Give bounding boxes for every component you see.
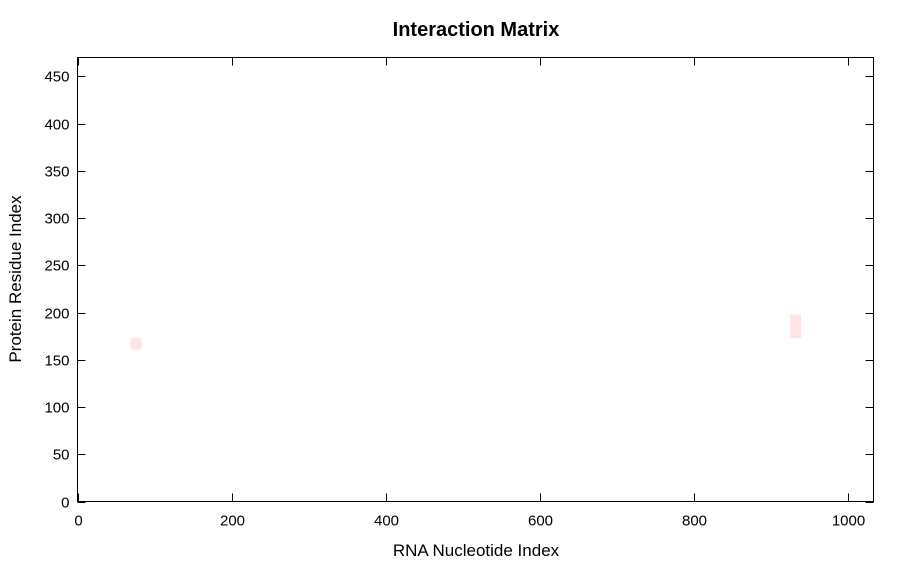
x-tick-label: 400	[374, 513, 399, 530]
y-tick-label: 50	[53, 447, 70, 464]
plot-frame	[77, 57, 874, 502]
heatmap-cell	[130, 338, 142, 350]
y-tick-label: 200	[44, 306, 69, 323]
y-tick-label: 100	[44, 400, 69, 417]
chart-title: Interaction Matrix	[393, 19, 560, 41]
y-tick-label: 250	[44, 258, 69, 275]
x-tick-label: 1000	[832, 513, 865, 530]
y-tick-label: 350	[44, 164, 69, 181]
y-tick-label: 0	[61, 495, 69, 512]
y-tick-label: 450	[44, 69, 69, 86]
y-tick-label: 150	[44, 353, 69, 370]
heatmap-cell	[790, 314, 802, 339]
x-tick-label: 0	[74, 513, 82, 530]
y-axis-label: Protein Residue Index	[6, 195, 25, 363]
x-tick-label: 800	[682, 513, 707, 530]
x-axis-label: RNA Nucleotide Index	[393, 541, 560, 560]
x-axis-ticks: 0 200 400 600 800 1000	[74, 57, 865, 530]
x-tick-label: 200	[220, 513, 245, 530]
x-tick-label: 600	[528, 513, 553, 530]
y-axis-ticks: 0 50 100 150 200 250 300 350 400 450	[44, 69, 874, 512]
y-tick-label: 300	[44, 211, 69, 228]
heatmap-cells	[130, 314, 802, 350]
y-tick-label: 400	[44, 117, 69, 134]
